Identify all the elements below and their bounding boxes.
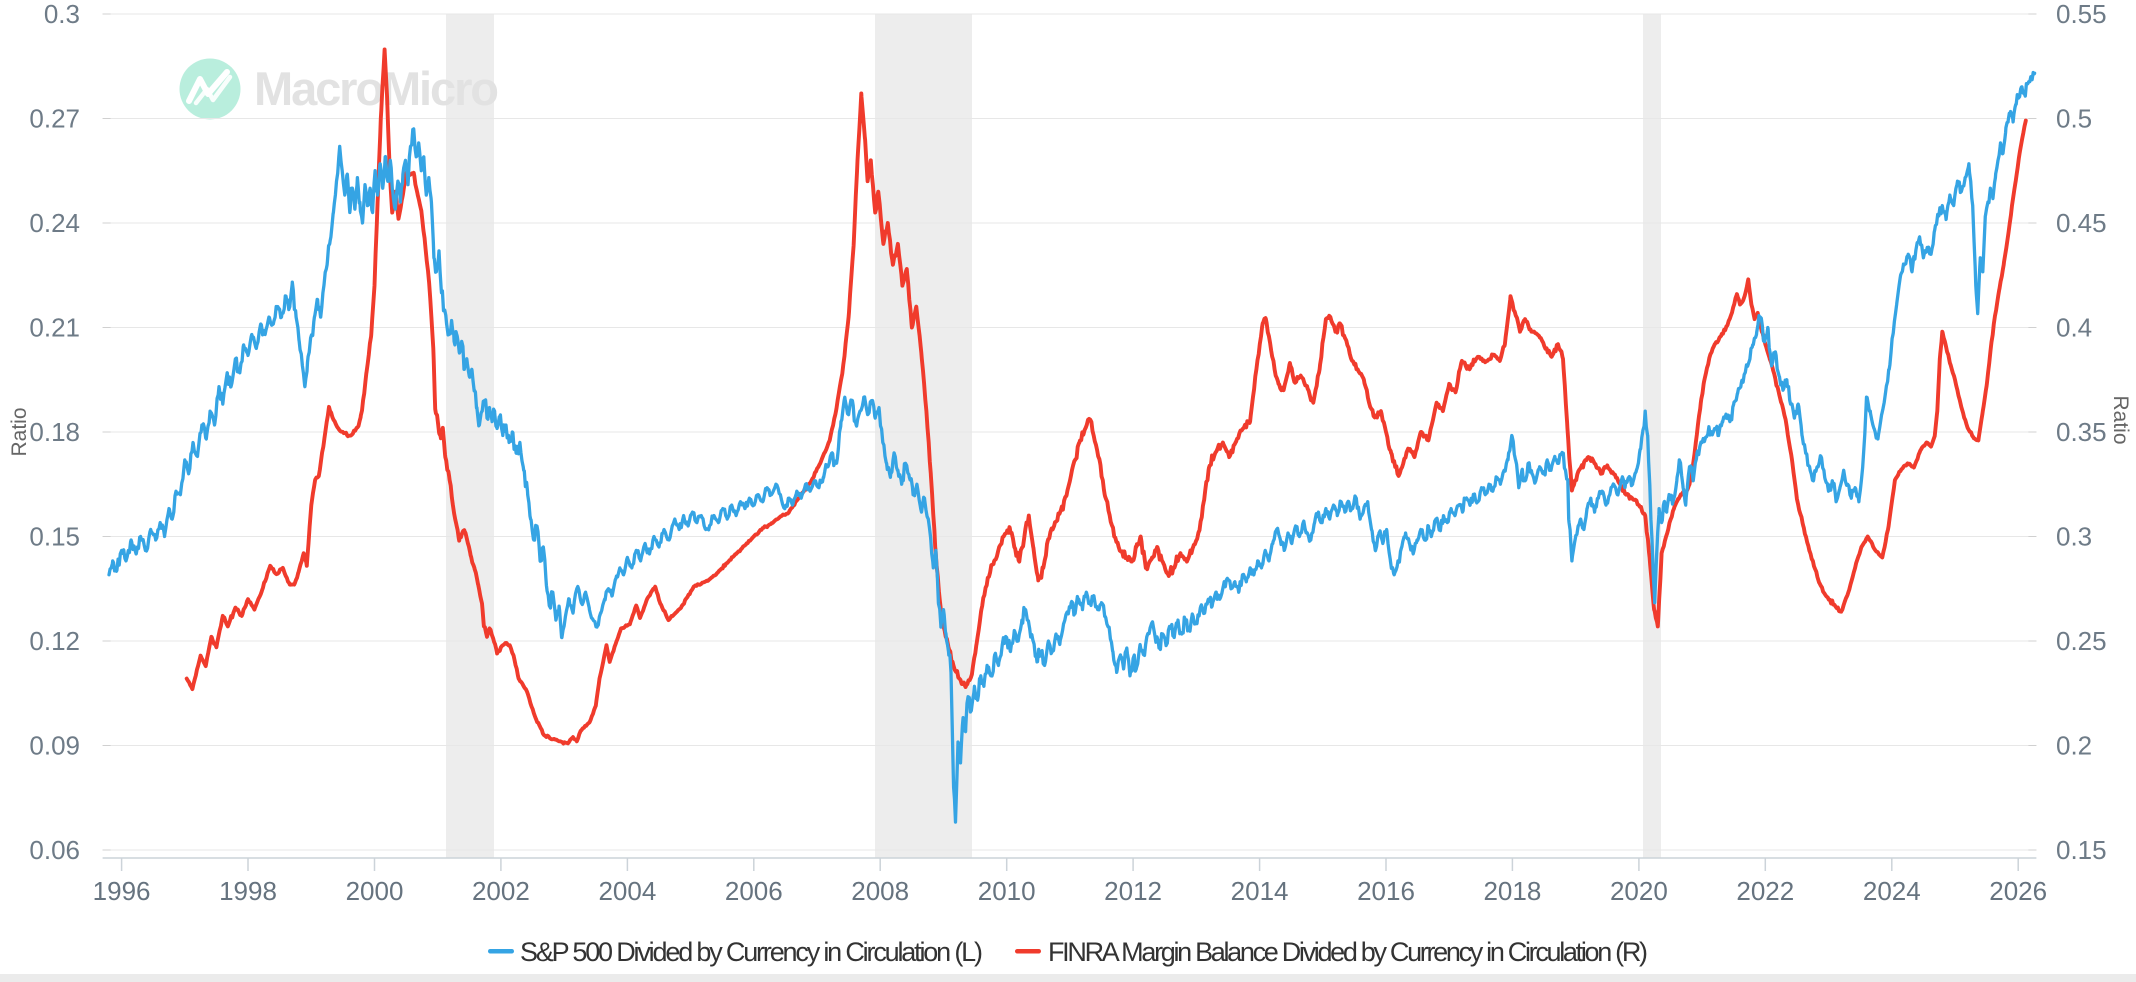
svg-text:2010: 2010 [978, 876, 1036, 906]
svg-text:1998: 1998 [219, 876, 277, 906]
svg-text:Ratio: Ratio [8, 407, 31, 456]
svg-text:S&P 500 Divided by Currency in: S&P 500 Divided by Currency in Circulati… [520, 937, 983, 967]
svg-text:0.25: 0.25 [2056, 626, 2107, 656]
svg-text:0.3: 0.3 [2056, 522, 2092, 552]
svg-text:2012: 2012 [1104, 876, 1162, 906]
svg-text:2020: 2020 [1610, 876, 1668, 906]
svg-text:0.4: 0.4 [2056, 313, 2092, 343]
svg-text:0.55: 0.55 [2056, 0, 2107, 29]
svg-text:0.35: 0.35 [2056, 417, 2107, 447]
svg-text:0.5: 0.5 [2056, 104, 2092, 134]
svg-text:0.15: 0.15 [29, 522, 80, 552]
svg-text:0.18: 0.18 [29, 417, 80, 447]
svg-text:Ratio: Ratio [2109, 395, 2132, 444]
svg-text:2022: 2022 [1736, 876, 1794, 906]
svg-text:2002: 2002 [472, 876, 530, 906]
svg-text:0.24: 0.24 [29, 208, 80, 238]
svg-text:2026: 2026 [1989, 876, 2047, 906]
svg-text:0.15: 0.15 [2056, 835, 2107, 865]
svg-text:2014: 2014 [1231, 876, 1289, 906]
svg-text:2004: 2004 [598, 876, 656, 906]
svg-text:2006: 2006 [725, 876, 783, 906]
svg-text:0.27: 0.27 [29, 104, 80, 134]
svg-text:2016: 2016 [1357, 876, 1415, 906]
svg-text:0.2: 0.2 [2056, 731, 2092, 761]
svg-text:FINRA Margin Balance Divided b: FINRA Margin Balance Divided by Currency… [1048, 937, 1648, 967]
svg-text:2024: 2024 [1863, 876, 1921, 906]
svg-text:0.12: 0.12 [29, 626, 80, 656]
svg-text:1996: 1996 [93, 876, 151, 906]
svg-text:0.06: 0.06 [29, 835, 80, 865]
svg-text:0.21: 0.21 [29, 313, 80, 343]
svg-text:2008: 2008 [851, 876, 909, 906]
svg-text:0.45: 0.45 [2056, 208, 2107, 238]
svg-text:0.09: 0.09 [29, 731, 80, 761]
svg-text:0.3: 0.3 [44, 0, 80, 29]
svg-text:2018: 2018 [1483, 876, 1541, 906]
svg-text:MacroMicro: MacroMicro [254, 62, 499, 115]
svg-text:2000: 2000 [346, 876, 404, 906]
